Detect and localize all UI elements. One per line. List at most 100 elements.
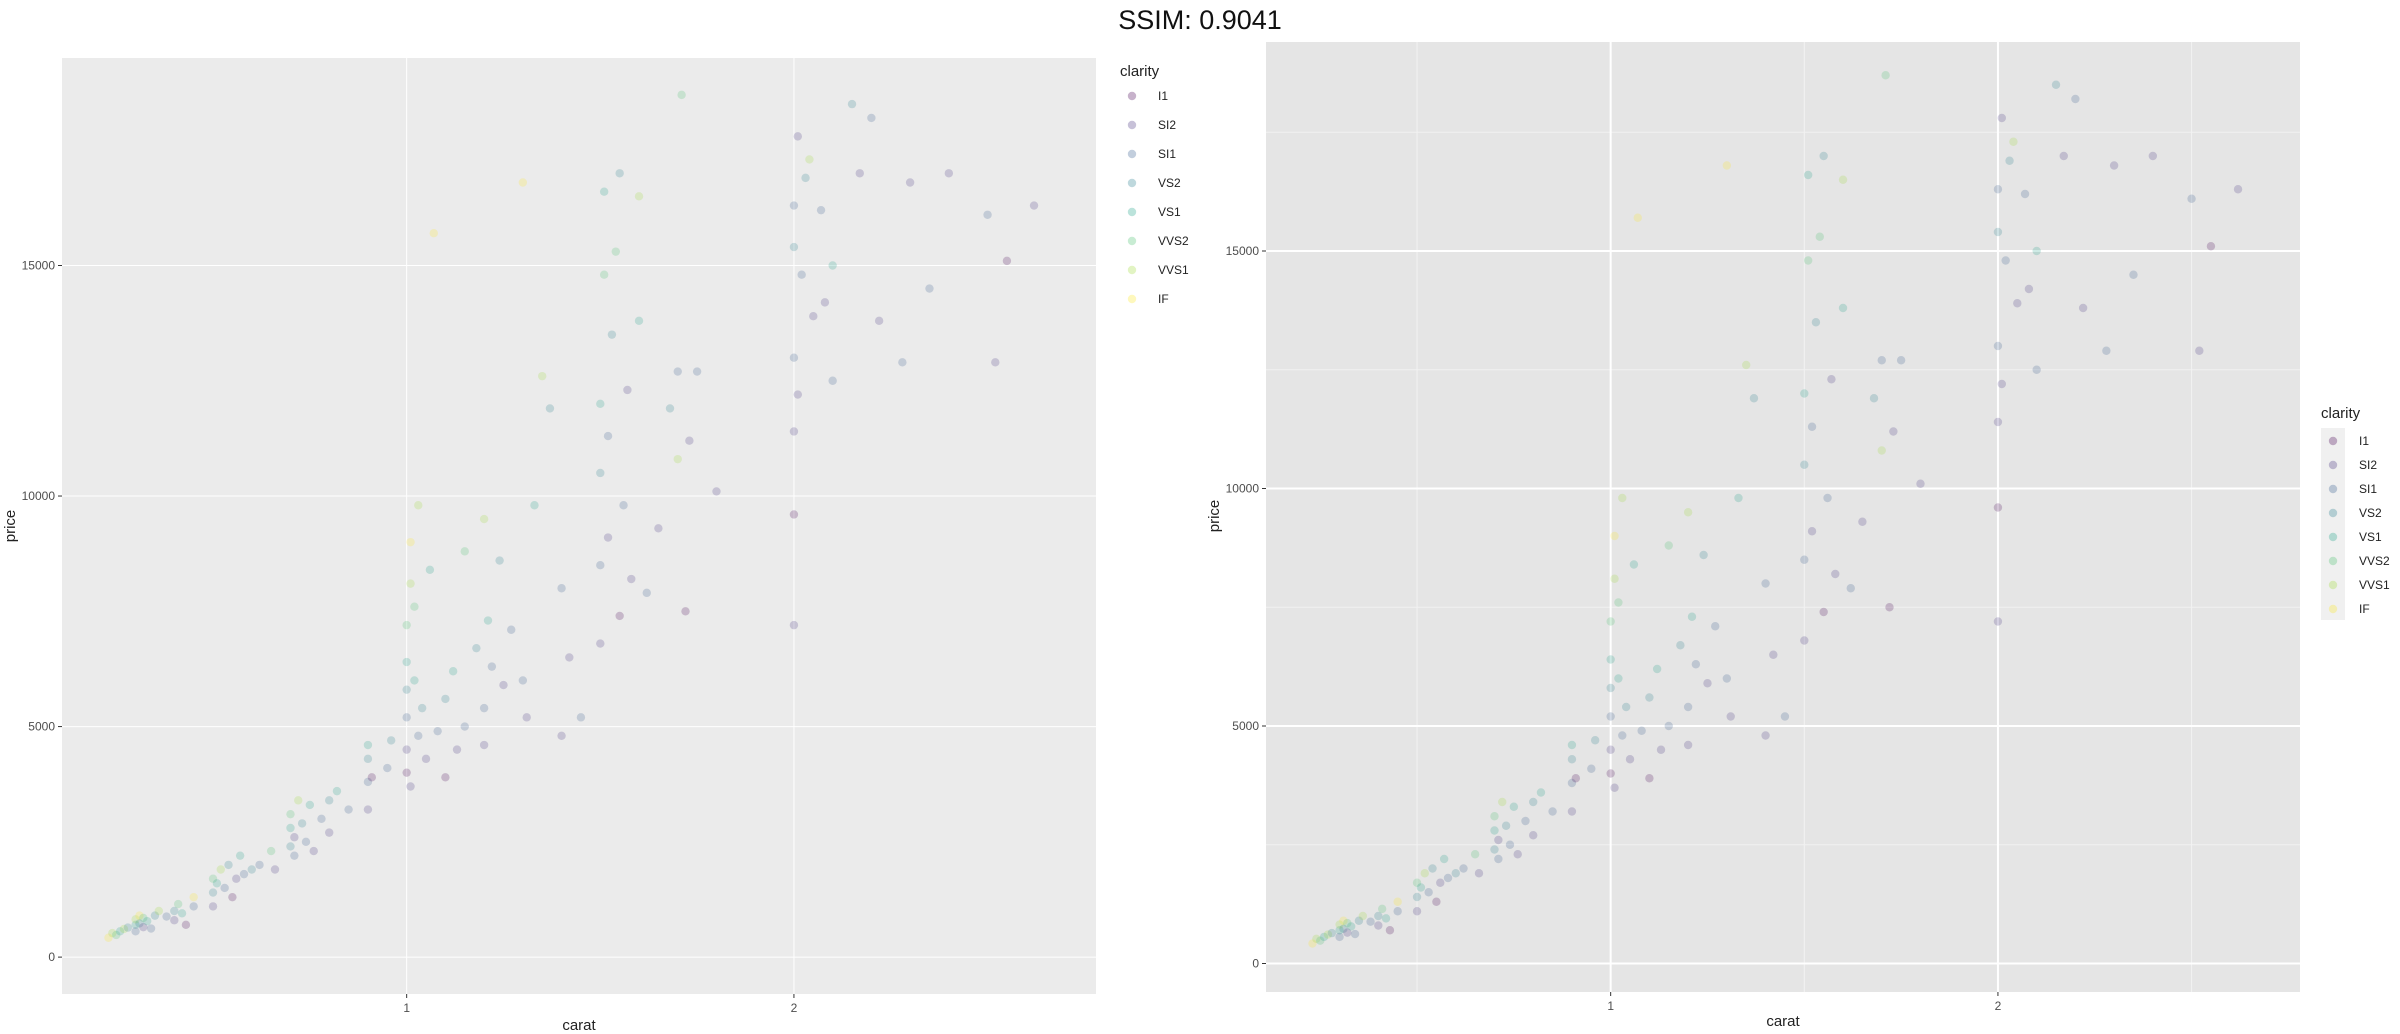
data-point	[139, 922, 148, 932]
data-point	[402, 657, 411, 667]
data-point	[177, 909, 187, 918]
data-point	[1587, 764, 1596, 773]
legend-key-si2	[1127, 120, 1137, 130]
data-point	[1993, 341, 2003, 351]
y-tick-label: 5000	[1232, 719, 1259, 733]
data-point	[286, 809, 295, 819]
data-point	[874, 316, 884, 326]
data-point	[1494, 854, 1503, 864]
data-point	[1916, 479, 1925, 488]
x-tick-label: 2	[1995, 999, 2002, 1013]
data-point	[712, 487, 721, 496]
data-point	[634, 316, 644, 326]
data-point	[905, 178, 915, 187]
data-point	[1734, 493, 1743, 503]
data-point	[216, 865, 225, 874]
data-point	[1323, 930, 1333, 939]
data-point	[448, 667, 458, 676]
data-points	[1308, 71, 2243, 948]
data-point	[1385, 926, 1395, 935]
data-point	[286, 842, 295, 851]
legend-key-vvs1	[1127, 265, 1137, 275]
data-point	[1683, 508, 1693, 517]
data-point	[1381, 914, 1391, 923]
data-point	[1610, 574, 1619, 583]
data-point	[1691, 660, 1701, 669]
data-point	[828, 376, 837, 385]
y-tick-label: 0	[48, 950, 55, 964]
data-point	[518, 676, 528, 685]
data-point	[1339, 924, 1348, 934]
data-point	[1889, 427, 1898, 436]
data-point	[414, 731, 423, 740]
data-point	[1652, 664, 1662, 674]
data-point	[1742, 360, 1751, 370]
data-point	[1722, 161, 1732, 170]
data-point	[495, 556, 504, 565]
legend-title: clarity	[1120, 63, 1160, 80]
legend-key-vs2	[2328, 508, 2338, 518]
data-point	[170, 906, 179, 916]
data-point	[162, 912, 171, 921]
data-point	[634, 192, 644, 201]
data-point	[421, 754, 431, 764]
data-point	[1319, 932, 1329, 942]
data-point	[417, 703, 427, 713]
legend-key-si1	[2328, 484, 2338, 494]
data-point	[518, 178, 528, 187]
data-point	[402, 685, 411, 694]
data-point	[1529, 831, 1538, 840]
data-point	[1683, 702, 1693, 712]
data-point	[530, 501, 539, 510]
data-point	[1711, 622, 1720, 631]
data-point	[1513, 850, 1522, 859]
data-point	[1374, 921, 1383, 930]
data-point	[1436, 878, 1445, 887]
data-point	[1823, 493, 1832, 503]
data-point	[2102, 346, 2111, 355]
data-point	[1567, 755, 1577, 764]
data-point	[1800, 636, 1809, 645]
data-point	[317, 814, 326, 823]
data-point	[1490, 826, 1499, 835]
legend: clarity I1 SI2 SI1 VS2 VS1 VVS2 VVS1 IF	[2321, 405, 2390, 620]
legend-label-vs1: VS1	[1158, 205, 1181, 219]
data-point	[599, 187, 609, 196]
data-point	[414, 501, 423, 510]
data-point	[135, 911, 144, 920]
data-point	[410, 602, 419, 611]
data-point	[1664, 721, 1673, 731]
data-point	[255, 860, 264, 870]
data-point	[1567, 807, 1577, 816]
data-point	[1470, 850, 1480, 859]
data-point	[1606, 712, 1615, 721]
data-point	[1699, 550, 1708, 560]
data-point	[603, 533, 613, 542]
data-point	[2187, 194, 2196, 203]
legend-key-if	[1127, 294, 1137, 304]
data-point	[1393, 907, 1402, 916]
y-axis-title: price	[2, 510, 19, 543]
data-point	[479, 703, 489, 713]
data-point	[1567, 778, 1577, 788]
data-point	[1490, 845, 1499, 854]
data-point	[1335, 920, 1344, 929]
legend-label-vvs1: VVS1	[2359, 578, 2390, 592]
y-tick-label: 10000	[1226, 482, 1260, 496]
legend-key-i1	[1127, 91, 1137, 101]
data-point	[406, 579, 415, 588]
data-point	[1412, 892, 1422, 902]
data-point	[991, 358, 1000, 367]
data-point	[181, 920, 191, 930]
data-point	[1451, 869, 1460, 878]
data-point	[820, 298, 830, 307]
data-point	[1606, 745, 1615, 754]
x-axis-title: carat	[1766, 1013, 1800, 1030]
data-point	[1726, 712, 1735, 721]
data-point	[1800, 460, 1809, 469]
data-point	[402, 745, 411, 754]
data-point	[290, 851, 299, 860]
data-point	[545, 404, 555, 413]
data-point	[441, 773, 450, 782]
data-point	[220, 883, 229, 893]
